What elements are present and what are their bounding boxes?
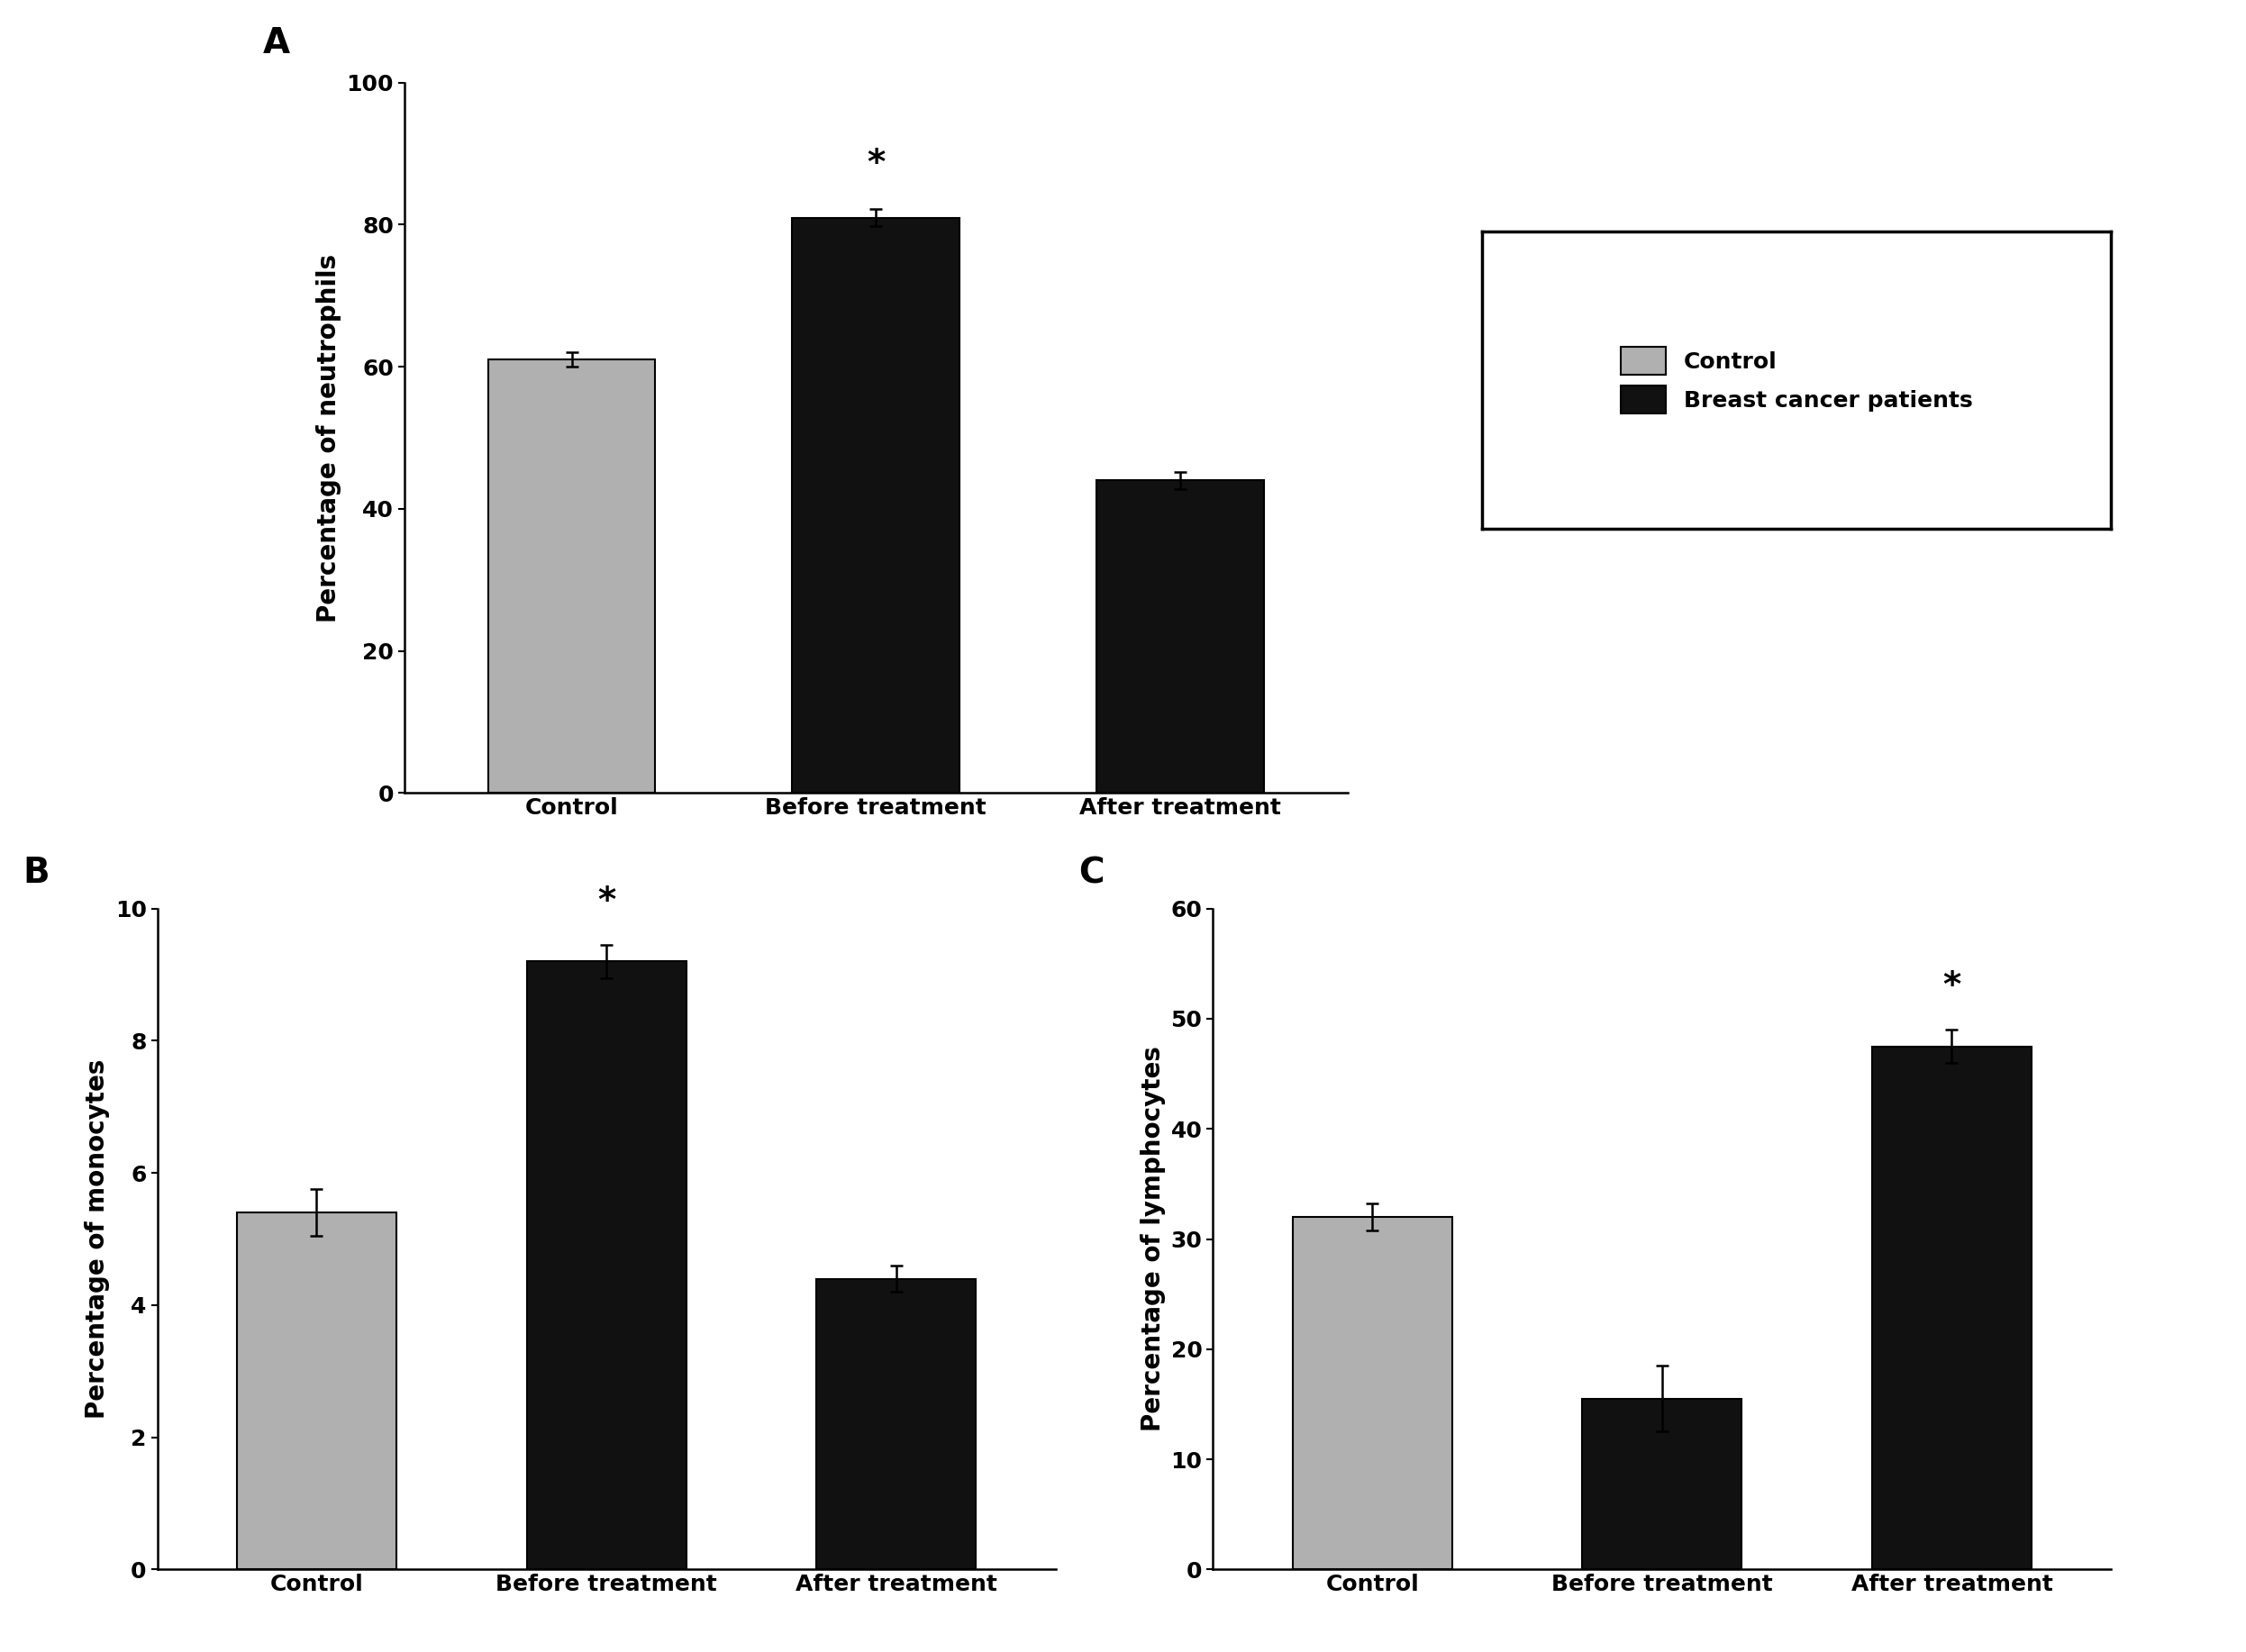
Bar xyxy=(1096,481,1264,793)
Text: B: B xyxy=(22,856,49,890)
Bar xyxy=(1291,1218,1451,1569)
Text: *: * xyxy=(1943,970,1961,1003)
Y-axis label: Percentage of lymphocytes: Percentage of lymphocytes xyxy=(1141,1046,1166,1432)
Bar xyxy=(793,218,959,793)
Bar xyxy=(1583,1399,1741,1569)
Bar xyxy=(236,1213,395,1569)
Y-axis label: Percentage of neutrophils: Percentage of neutrophils xyxy=(317,253,341,623)
Bar xyxy=(1873,1046,2033,1569)
Bar xyxy=(487,360,656,793)
Text: A: A xyxy=(263,26,290,59)
Text: *: * xyxy=(597,884,615,919)
Legend: Control, Breast cancer patients: Control, Breast cancer patients xyxy=(1610,335,1983,425)
Bar xyxy=(528,961,685,1569)
Text: *: * xyxy=(867,147,885,180)
Text: C: C xyxy=(1078,856,1103,890)
Bar xyxy=(818,1279,977,1569)
Y-axis label: Percentage of monocytes: Percentage of monocytes xyxy=(85,1059,110,1419)
